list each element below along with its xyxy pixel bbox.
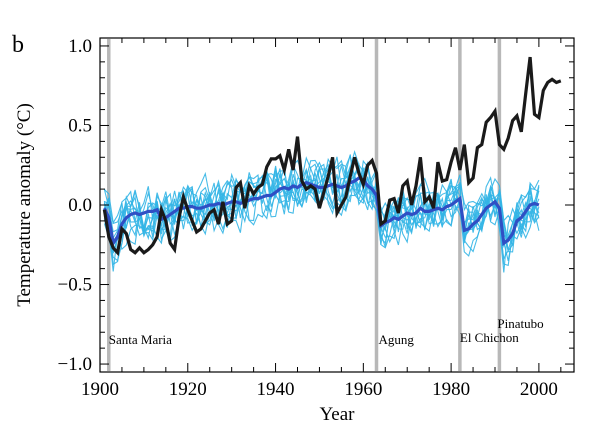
eruption-label-santa-maria: Santa Maria <box>109 332 172 347</box>
eruption-label-agung: Agung <box>379 332 415 347</box>
y-axis-label: Temperature anomaly (°C) <box>14 103 35 307</box>
axis-ticks <box>99 38 574 372</box>
x-tick-label: 1980 <box>432 379 470 400</box>
series-layer <box>102 56 562 257</box>
eruption-label-el-chichon: El Chichon <box>460 330 519 345</box>
x-axis-label: Year <box>319 404 355 425</box>
observed-line <box>102 56 562 257</box>
text-labels: 1900 1920 1940 1960 1980 2000 −1.0 −0.5 0.0 0.5 1.… <box>12 32 558 425</box>
y-tick-label: −0.5 <box>58 275 92 296</box>
x-tick-label: 1960 <box>344 379 382 400</box>
y-tick-label: 0.0 <box>68 195 92 216</box>
y-tick-label: 0.5 <box>68 115 92 136</box>
x-tick-label: 1920 <box>169 379 207 400</box>
ensemble-member-line <box>104 159 540 267</box>
x-tick-label: 1940 <box>257 379 295 400</box>
eruption-label-pinatubo: Pinatubo <box>497 316 543 331</box>
y-tick-label: 1.0 <box>68 36 92 57</box>
ensemble-mean-line <box>102 176 540 248</box>
panel-label: b <box>12 32 24 58</box>
x-tick-label: 2000 <box>520 379 558 400</box>
x-tick-label: 1900 <box>81 379 119 400</box>
y-tick-label: −1.0 <box>58 354 92 375</box>
